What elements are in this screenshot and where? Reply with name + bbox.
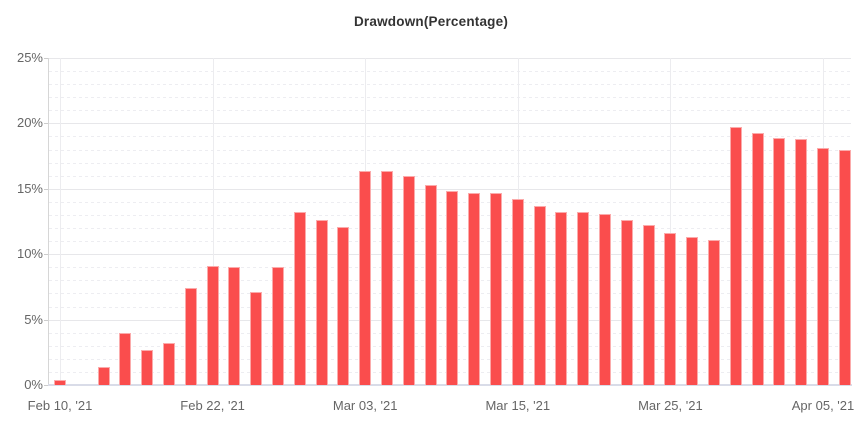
drawdown-bar[interactable] — [511, 199, 524, 385]
x-axis-date-label: Apr 05, '21 — [791, 398, 855, 413]
vertical-gridline — [670, 58, 672, 385]
y-axis-tick-mark — [44, 123, 49, 125]
drawdown-bar[interactable] — [228, 267, 241, 385]
drawdown-bar[interactable] — [795, 139, 808, 385]
drawdown-bar[interactable] — [206, 265, 219, 385]
minor-gridline — [49, 110, 851, 112]
drawdown-bar[interactable] — [686, 237, 699, 385]
drawdown-bar[interactable] — [773, 137, 786, 385]
drawdown-bar[interactable] — [729, 127, 742, 385]
drawdown-bar[interactable] — [490, 192, 502, 385]
drawdown-bar[interactable] — [620, 220, 633, 385]
vertical-gridline — [60, 58, 61, 385]
drawdown-bar[interactable] — [577, 212, 590, 385]
chart-title: Drawdown(Percentage) — [353, 14, 509, 29]
y-axis-tick-mark — [44, 188, 49, 190]
drawdown-bar[interactable] — [293, 212, 306, 385]
minor-gridline — [49, 71, 851, 73]
major-gridline — [49, 188, 851, 190]
drawdown-bar[interactable] — [664, 233, 677, 385]
x-axis-date-label: Feb 10, '21 — [27, 398, 93, 413]
minor-gridline — [49, 162, 851, 164]
minor-gridline — [49, 97, 851, 99]
drawdown-bar[interactable] — [817, 148, 829, 385]
drawdown-bar[interactable] — [468, 192, 481, 385]
x-axis-date-label: Mar 03, '21 — [332, 398, 398, 413]
y-axis-tick-label: 20% — [16, 115, 43, 131]
y-axis-line — [48, 58, 49, 385]
drawdown-bar[interactable] — [533, 205, 546, 385]
x-axis-baseline — [48, 384, 852, 386]
y-axis-tick-label: 5% — [24, 311, 43, 327]
drawdown-bar[interactable] — [163, 343, 175, 385]
drawdown-bar[interactable] — [599, 213, 611, 385]
drawdown-bar[interactable] — [555, 212, 568, 385]
y-axis-tick-mark — [44, 319, 49, 321]
y-axis-tick-mark — [44, 58, 49, 59]
minor-gridline — [49, 136, 851, 138]
x-axis-date-label: Feb 22, '21 — [180, 398, 245, 413]
minor-gridline — [49, 175, 851, 177]
drawdown-bar[interactable] — [402, 175, 415, 385]
y-axis-tick-label: 25% — [16, 50, 43, 65]
drawdown-bar[interactable] — [184, 288, 197, 385]
y-axis-tick-label: 15% — [16, 180, 43, 196]
x-axis-date-label: Mar 25, '21 — [638, 398, 703, 413]
y-axis-tick-label: 0% — [24, 377, 43, 392]
y-axis-tick-mark — [44, 254, 49, 256]
drawdown-bar[interactable] — [315, 220, 328, 385]
drawdown-bar[interactable] — [381, 170, 393, 385]
drawdown-bar[interactable] — [751, 132, 764, 385]
drawdown-bar[interactable] — [708, 239, 720, 385]
drawdown-bar[interactable] — [119, 332, 132, 385]
drawdown-bar[interactable] — [250, 292, 263, 385]
drawdown-bar[interactable] — [838, 149, 851, 385]
vertical-gridline — [212, 58, 214, 385]
drawdown-bar[interactable] — [359, 170, 372, 385]
drawdown-bar[interactable] — [272, 267, 284, 385]
drawdown-bar[interactable] — [54, 379, 66, 385]
x-axis-date-label: Mar 15, '21 — [485, 398, 551, 413]
drawdown-bar[interactable] — [424, 184, 437, 385]
drawdown-bar[interactable] — [446, 191, 459, 385]
y-axis-tick-mark — [44, 385, 49, 386]
y-axis-tick-label: 10% — [16, 246, 43, 262]
plot-area — [48, 58, 852, 386]
drawdown-bar[interactable] — [141, 349, 154, 385]
minor-gridline — [49, 149, 851, 151]
drawdown-bar[interactable] — [642, 225, 655, 385]
major-gridline — [49, 58, 851, 59]
minor-gridline — [49, 84, 851, 86]
drawdown-bar[interactable] — [97, 366, 110, 385]
drawdown-bar[interactable] — [337, 226, 350, 385]
major-gridline — [49, 123, 851, 125]
